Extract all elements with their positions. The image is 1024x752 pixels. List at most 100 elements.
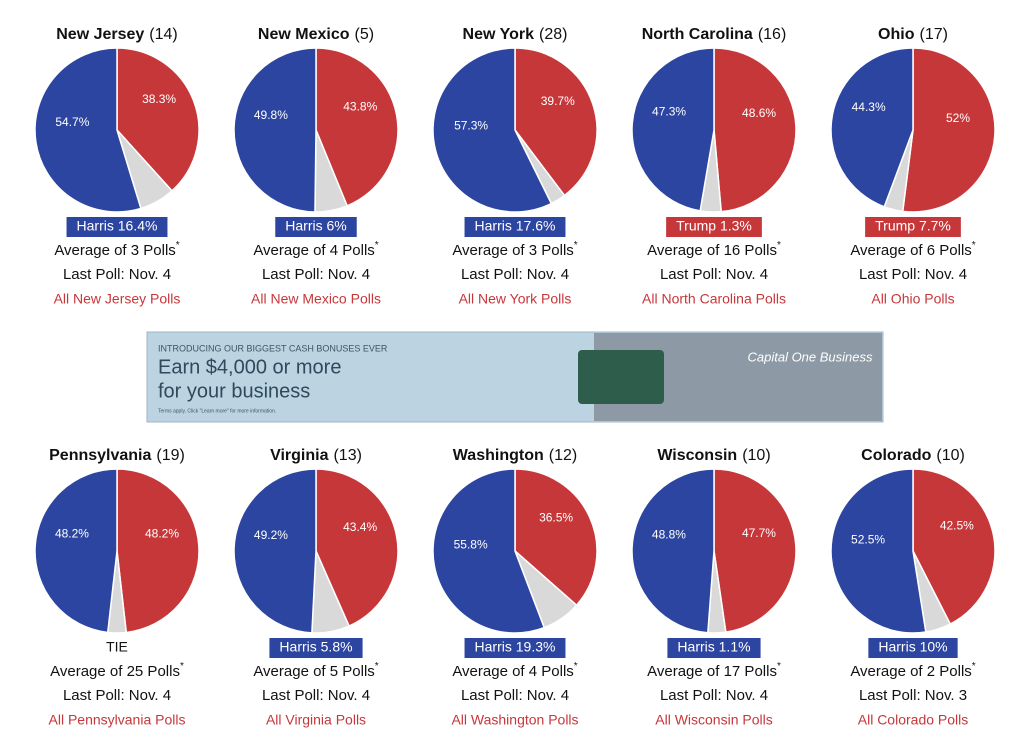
poll-note: * [777,661,781,672]
poll-count: Average of 17 Polls [647,663,777,680]
polls-link[interactable]: All Washington Polls [451,712,578,728]
leader-badge [865,217,961,237]
polls-link[interactable]: All New Mexico Polls [251,291,381,307]
state-name: Ohio [878,26,915,43]
polls-link[interactable]: All Ohio Polls [871,291,954,307]
leader-label: Harris 16.4% [77,218,158,234]
electoral-votes: (16) [758,26,786,43]
state-name: Washington [453,447,544,464]
pie-slice [34,47,142,213]
slice-label: 39.7% [541,94,575,108]
ad-terms: Terms apply. Click "Learn more" for more… [158,408,276,414]
poll-average: Average of 4 Polls* [253,240,378,259]
leader-badge [868,638,958,658]
ad[interactable]: INTRODUCING OUR BIGGEST CASH BONUSES EVE… [146,331,884,423]
leader-badge [667,638,761,658]
state-name: New York [463,26,535,43]
slice-label: 42.5% [940,519,974,533]
ad-card [578,350,664,404]
slice-label: 48.2% [145,527,179,541]
slice-label: 44.3% [852,100,886,114]
poll-count: Average of 4 Polls [253,242,374,259]
pie-slice [432,468,546,634]
ad-headline: Earn $4,000 or more [158,356,341,378]
pie-slice [901,47,996,213]
leader-label: Harris 10% [878,639,947,655]
pie-slice [713,47,797,213]
last-poll: Last Poll: Nov. 4 [262,266,370,283]
electoral-votes: (19) [156,447,184,464]
electoral-votes: (13) [333,447,361,464]
chart-title: North Carolina (16) [642,26,787,43]
pie-slice [713,468,797,633]
slice-label: 52.5% [851,533,885,547]
poll-note: * [574,240,578,251]
chart-title: Wisconsin (10) [657,447,770,464]
poll-note: * [176,240,180,251]
leader-label: Harris 5.8% [279,639,352,655]
leader-badge [464,217,566,237]
state-name: Virginia [270,447,328,464]
pie-slice [830,468,927,634]
polls-link[interactable]: All Pennsylvania Polls [49,712,186,728]
leader-label: Trump 1.3% [676,218,752,234]
slice-label: 52% [946,111,970,125]
polls-link[interactable]: All North Carolina Polls [642,291,786,307]
state-name: New Mexico [258,26,350,43]
pie-slice [631,468,715,634]
last-poll: Last Poll: Nov. 4 [461,687,569,704]
pie-slice [233,47,317,213]
poll-average: Average of 3 Polls* [54,240,179,259]
last-poll: Last Poll: Nov. 4 [461,266,569,283]
slice-label: 48.8% [652,527,686,541]
slice-label: 48.2% [55,527,89,541]
state-name: North Carolina [642,26,753,43]
polls-link[interactable]: All Colorado Polls [858,712,969,728]
poll-count: Average of 5 Polls [253,663,374,680]
last-poll: Last Poll: Nov. 3 [859,687,967,704]
pie-slice [34,468,118,634]
pie-slice [116,468,200,634]
polls-link[interactable]: All New Jersey Polls [54,291,181,307]
polls-link[interactable]: All Virginia Polls [266,712,366,728]
poll-average: Average of 3 Polls* [452,240,577,259]
pie-slice [116,47,200,192]
electoral-votes: (17) [919,26,947,43]
leader-label: Harris 1.1% [677,639,750,655]
slice-label: 49.2% [254,528,288,542]
poll-note: * [972,661,976,672]
pie-slice [432,47,553,213]
poll-note: * [375,661,379,672]
pie-slice [315,468,399,628]
last-poll: Last Poll: Nov. 4 [63,266,171,283]
slice-label: 57.3% [454,118,488,132]
leader-badge [66,217,168,237]
leader-badge [269,638,363,658]
poll-count: Average of 4 Polls [452,663,573,680]
slice-label: 43.8% [343,99,377,113]
leader-badge [275,217,357,237]
pie-slice [315,47,399,207]
last-poll: Last Poll: Nov. 4 [660,266,768,283]
slice-label: 47.3% [652,104,686,118]
polls-link[interactable]: All Wisconsin Polls [655,712,772,728]
ad-kicker: INTRODUCING OUR BIGGEST CASH BONUSES EVE… [158,343,388,353]
pie-slice [233,468,317,634]
poll-average: Average of 16 Polls* [647,240,781,259]
poll-count: Average of 2 Polls [850,663,971,680]
leader-label: TIE [106,639,128,655]
chart-title: Pennsylvania (19) [49,447,185,464]
poll-note: * [574,661,578,672]
electoral-votes: (28) [539,26,567,43]
polls-link[interactable]: All New York Polls [459,291,572,307]
last-poll: Last Poll: Nov. 4 [63,687,171,704]
pie-slice [514,47,598,197]
poll-average: Average of 6 Polls* [850,240,975,259]
chart-title: Ohio (17) [878,26,948,43]
pie-slice [631,47,715,212]
ad-headline: for your business [158,380,310,402]
electoral-votes: (14) [149,26,177,43]
electoral-votes: (12) [549,447,577,464]
poll-count: Average of 6 Polls [850,242,971,259]
poll-count: Average of 25 Polls [50,663,180,680]
